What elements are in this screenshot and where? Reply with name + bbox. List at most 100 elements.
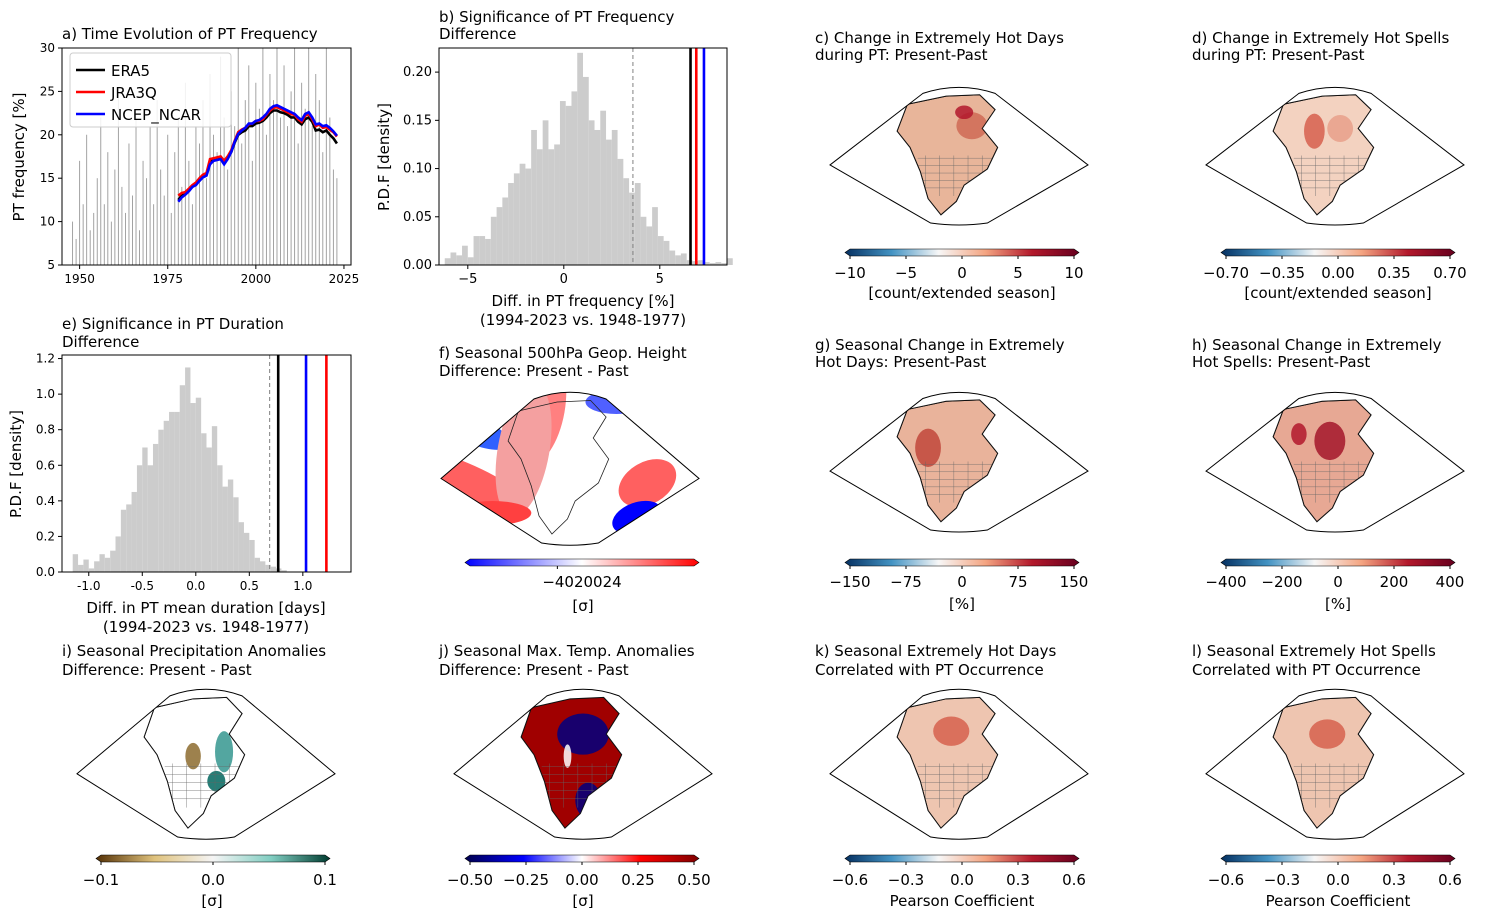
colorbar-tick-label: 5	[1013, 264, 1023, 282]
x-tick-label: 1950	[64, 272, 95, 286]
hist-bar	[606, 139, 612, 265]
hist-bar	[588, 120, 595, 265]
panel-a-ylabel: PT frequency [%]	[10, 93, 28, 222]
x-tick-label: −5	[458, 272, 477, 287]
colorbar-tick-label: 400	[1436, 573, 1465, 591]
hist-bar	[536, 149, 543, 265]
y-tick-label: 0.0	[36, 565, 55, 579]
panel-e-ylabel: P.D.F [density]	[7, 410, 25, 518]
panel-b-xlabel-line2: (1994-2023 vs. 1948-1977)	[480, 311, 686, 329]
field-anomaly	[207, 770, 226, 792]
hist-bar	[190, 403, 196, 572]
axes-frame	[61, 47, 352, 266]
y-tick-label: 0.20	[403, 65, 432, 80]
hist-bar	[467, 257, 474, 265]
colorbar-tick-label: −4020024	[542, 573, 621, 591]
field-anomaly	[1335, 809, 1351, 829]
colorbar-tick-label: 0.70	[1433, 264, 1466, 282]
map-i: −0.1 0.0 0.1	[76, 688, 337, 889]
panel-k-cbar-label: Pearson Coefficient	[890, 892, 1035, 910]
panel-c-cbar-label: [count/extended season]	[868, 284, 1055, 302]
panel-e-xlabel-line2: (1994-2023 vs. 1948-1977)	[103, 618, 309, 636]
colorbar-tick-label: 0.3	[1006, 871, 1030, 889]
colorbar-tick-label: 0.3	[1382, 871, 1406, 889]
map-boundary	[453, 688, 713, 840]
hist-bar	[490, 216, 497, 265]
hist-bar	[238, 522, 244, 572]
colorbar-j: −0.50 −0.25 0.00 0.25 0.50	[447, 854, 711, 889]
hist-bar	[571, 91, 578, 266]
coastline	[521, 697, 622, 829]
map-panels: c) Change in Extremely Hot Days during P…	[62, 29, 1467, 910]
panel-b-ylabel: P.D.F [density]	[375, 103, 393, 211]
hist-bar	[519, 163, 526, 265]
map-c: −10 −5 0 5 10	[829, 86, 1089, 282]
panel-b-title-line2: Difference	[439, 25, 516, 43]
map-g: −150 −75 0 75 150	[829, 391, 1089, 591]
panel-g-cbar-label: [%]	[949, 595, 975, 613]
hist-bar	[456, 255, 463, 265]
colorbar-tick-label: −200	[1261, 573, 1302, 591]
hist-bar	[265, 564, 271, 572]
x-tick-label: 0.5	[240, 579, 259, 593]
map-d: −0.70 −0.35 0.00 0.35 0.70	[1203, 86, 1467, 282]
map-boundary	[1205, 391, 1465, 533]
hist-bar	[594, 129, 601, 265]
y-tick-label: 0.6	[36, 458, 55, 472]
field-anomaly	[1309, 719, 1346, 749]
colorbar-tick-label: 0.0	[950, 871, 974, 889]
field-anomaly	[453, 501, 532, 525]
y-tick-label: 30	[40, 41, 55, 55]
hist-bar	[195, 397, 202, 572]
panel-k-title-line2: Correlated with PT Occurrence	[815, 661, 1044, 679]
panel-h-title-line1: h) Seasonal Change in Extremely	[1192, 336, 1442, 354]
y-tick-label: 20	[40, 128, 55, 142]
hist-bar	[680, 253, 687, 265]
panel-h-cbar-label: [%]	[1325, 595, 1351, 613]
colorbar-d: −0.70 −0.35 0.00 0.35 0.70	[1203, 248, 1467, 282]
hist-bar	[698, 260, 704, 265]
colorbar-i: −0.1 0.0 0.1	[83, 854, 337, 889]
field-anomaly	[441, 441, 525, 510]
map-h: −400 −200 0 200 400	[1205, 391, 1465, 591]
hist-bar	[254, 557, 261, 572]
panel-f-title-line1: f) Seasonal 500hPa Geop. Height	[439, 344, 687, 362]
hist-bar	[496, 207, 503, 265]
hist-bar	[513, 173, 520, 265]
panel-e-title-line2: Difference	[62, 333, 139, 351]
hist-bar	[249, 539, 255, 572]
colorbar-l: −0.6 −0.3 0.0 0.3 0.6	[1208, 854, 1462, 889]
colorbar-tick-label: 0	[1333, 573, 1343, 591]
colorbar-gradient	[464, 558, 700, 567]
panel-j-title-line2: Difference: Present - Past	[439, 661, 629, 679]
colorbar-tick-label: 0.0	[201, 871, 225, 889]
colorbar-tick-label: 0.00	[1321, 264, 1354, 282]
colorbar-tick-label: 0.6	[1438, 871, 1462, 889]
legend-label: ERA5	[111, 62, 150, 80]
hist-bar	[600, 110, 607, 265]
series-line-ncep_ncar	[177, 103, 338, 203]
colorbar-tick-label: −150	[829, 573, 870, 591]
x-tick-label: 0	[560, 272, 568, 287]
hist-bar	[727, 258, 733, 265]
map-field	[896, 696, 999, 829]
hist-bar	[222, 486, 228, 572]
colorbar-tick-label: 0.35	[1377, 264, 1410, 282]
hist-bar	[270, 566, 277, 572]
colorbar-tick-label: −0.50	[447, 871, 493, 889]
field-anomaly	[933, 716, 970, 746]
x-tick-label: -1.0	[77, 579, 100, 593]
hist-bar	[72, 554, 79, 572]
colorbar-tick-label: −75	[890, 573, 922, 591]
hist-bar	[136, 465, 143, 572]
panel-l-title-line1: l) Seasonal Extremely Hot Spells	[1192, 642, 1436, 660]
field-anomaly	[955, 105, 974, 120]
x-tick-label: 5	[656, 272, 664, 287]
map-field	[143, 696, 246, 829]
hist-bar	[444, 258, 451, 265]
hist-bar	[721, 263, 727, 265]
field-anomaly	[1291, 423, 1307, 446]
x-tick-label: 1.0	[293, 579, 312, 593]
panel-g-title-line1: g) Seasonal Change in Extremely	[815, 336, 1065, 354]
